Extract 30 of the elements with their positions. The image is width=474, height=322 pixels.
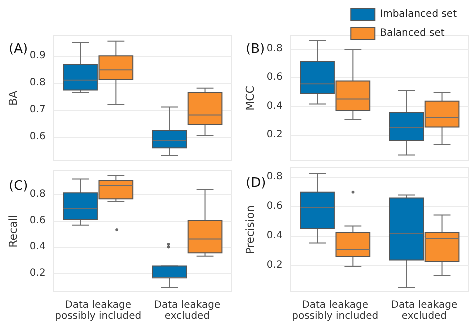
y-tick-label: 0.6	[30, 215, 46, 226]
y-tick-label: 0.8	[30, 78, 46, 89]
x-tick-label: Data leakage possibly included	[55, 300, 142, 322]
y-tick-label: 0.8	[266, 171, 283, 182]
y-axis-title: BA	[7, 90, 20, 106]
y-axis-title: MCC	[244, 86, 257, 111]
x-tick-label: Data leakage possibly included	[292, 300, 379, 322]
text: (A)	[9, 42, 28, 57]
y-tick-label: 0.8	[30, 188, 46, 200]
y-tick-label: 0.7	[30, 104, 46, 116]
y-tick-label: 0.4	[266, 230, 283, 242]
legend-label: Imbalanced set	[380, 9, 458, 20]
y-tick-label: 0.4	[30, 242, 46, 253]
y-tick-label: 0.8	[266, 43, 283, 54]
text: (B)	[246, 42, 266, 57]
y-tick-label: 0.6	[266, 72, 283, 84]
y-axis-title: Recall	[7, 215, 20, 248]
y-tick-label: 0.4	[266, 100, 283, 112]
y-tick-label: 0.9	[30, 50, 46, 62]
x-tick-label: Data leakage excluded	[154, 300, 221, 322]
x-tick-label: Data leakage excluded	[391, 300, 458, 322]
y-tick-label: 0.2	[266, 130, 283, 141]
y-tick-label: 0.2	[266, 260, 283, 271]
y-tick-label: 0.6	[266, 200, 283, 212]
y-axis-title: Precision	[244, 205, 257, 255]
text: (C)	[9, 179, 28, 194]
y-tick-label: 0.2	[30, 268, 46, 280]
text: (D)	[246, 176, 266, 191]
legend-label: Balanced set	[380, 28, 445, 39]
y-tick-label: 0.6	[30, 131, 46, 142]
